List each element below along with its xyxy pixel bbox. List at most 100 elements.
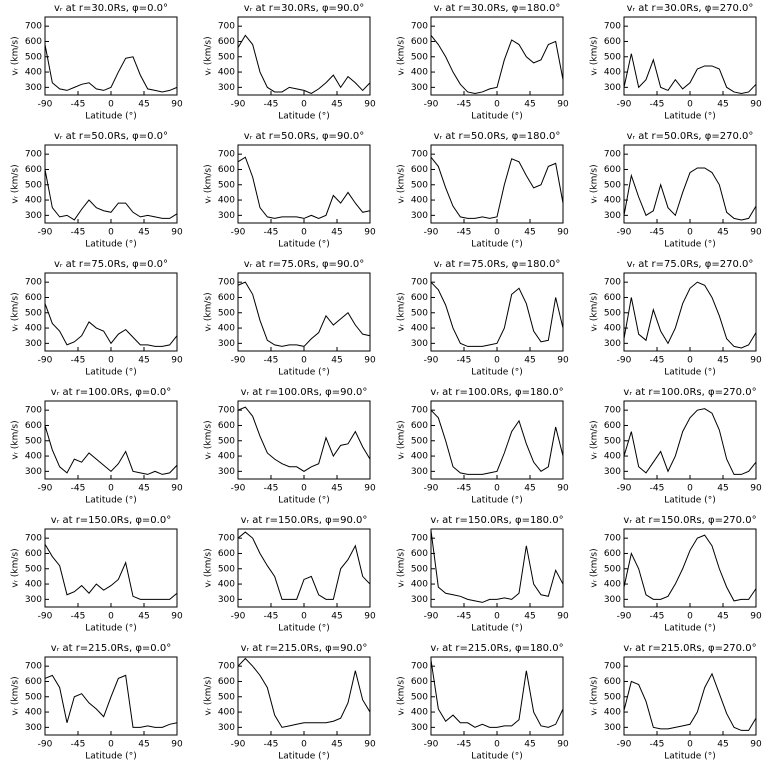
x-tick-label: -90 <box>231 356 246 366</box>
y-tick-label: 700 <box>411 278 428 288</box>
y-tick-label: 600 <box>604 293 621 303</box>
y-tick-label: 600 <box>25 677 42 687</box>
x-tick-label: -90 <box>617 612 632 622</box>
y-axis-label: vᵣ (km/s) <box>11 676 21 715</box>
x-tick-label: -45 <box>264 228 279 238</box>
x-tick-label: 0 <box>301 228 307 238</box>
x-tick-label: 0 <box>108 356 114 366</box>
x-tick-label: 90 <box>171 612 183 622</box>
x-tick-label: -45 <box>264 740 279 750</box>
y-tick-label: 500 <box>25 180 42 190</box>
chart-title: vᵣ at r=30.0Rs, φ=270.0° <box>627 3 754 14</box>
x-tick-label: 0 <box>108 612 114 622</box>
x-tick-label: 90 <box>750 356 762 366</box>
x-tick-label: 45 <box>717 740 728 750</box>
y-tick-label: 500 <box>411 564 428 574</box>
y-tick-label: 500 <box>411 308 428 318</box>
y-tick-label: 300 <box>604 211 621 221</box>
x-tick-label: 45 <box>138 484 149 494</box>
x-tick-label: 0 <box>687 612 693 622</box>
x-axis-label: Latitude (°) <box>471 496 522 506</box>
y-tick-label: 600 <box>218 293 235 303</box>
y-tick-label: 600 <box>218 549 235 559</box>
y-tick-label: 400 <box>411 68 428 78</box>
y-axis-label: vᵣ (km/s) <box>590 164 600 203</box>
data-line <box>623 281 757 349</box>
data-line <box>623 672 757 731</box>
chart-title: vᵣ at r=150.0Rs, φ=90.0° <box>241 515 368 526</box>
x-tick-label: -90 <box>424 740 439 750</box>
y-tick-label: 600 <box>25 165 42 175</box>
x-tick-label: 0 <box>494 356 500 366</box>
y-tick-label: 400 <box>218 196 235 206</box>
x-tick-label: 90 <box>750 740 762 750</box>
y-tick-label: 300 <box>411 211 428 221</box>
x-tick-label: 45 <box>717 612 728 622</box>
x-axis-label: Latitude (°) <box>85 496 136 506</box>
y-tick-label: 400 <box>604 68 621 78</box>
x-tick-label: 45 <box>138 228 149 238</box>
y-axis-label: vᵣ (km/s) <box>204 36 214 75</box>
y-tick-label: 400 <box>604 452 621 462</box>
x-tick-label: -90 <box>617 740 632 750</box>
y-tick-label: 700 <box>411 534 428 544</box>
y-tick-label: 400 <box>411 452 428 462</box>
y-axis-label: vᵣ (km/s) <box>590 292 600 331</box>
y-axis-label: vᵣ (km/s) <box>204 548 214 587</box>
x-axis-label: Latitude (°) <box>471 368 522 378</box>
x-tick-label: 90 <box>557 740 569 750</box>
y-axis-label: vᵣ (km/s) <box>590 420 600 459</box>
x-tick-label: 0 <box>494 740 500 750</box>
y-tick-label: 500 <box>25 308 42 318</box>
y-tick-label: 700 <box>604 150 621 160</box>
y-tick-label: 400 <box>218 452 235 462</box>
data-line <box>430 659 564 728</box>
x-tick-label: -90 <box>617 100 632 110</box>
chart-title: vᵣ at r=215.0Rs, φ=180.0° <box>430 643 563 654</box>
y-tick-label: 700 <box>25 278 42 288</box>
x-axis-label: Latitude (°) <box>278 496 329 506</box>
x-axis-label: Latitude (°) <box>278 624 329 634</box>
data-line <box>237 34 371 95</box>
y-tick-label: 400 <box>604 196 621 206</box>
y-tick-label: 600 <box>411 549 428 559</box>
y-axis-label: vᵣ (km/s) <box>590 676 600 715</box>
y-tick-label: 300 <box>411 83 428 93</box>
y-tick-label: 400 <box>411 324 428 334</box>
x-axis-label: Latitude (°) <box>85 240 136 250</box>
x-tick-label: 45 <box>138 356 149 366</box>
y-tick-label: 700 <box>25 662 42 672</box>
y-tick-label: 500 <box>218 692 235 702</box>
y-tick-label: 500 <box>25 692 42 702</box>
x-axis-label: Latitude (°) <box>278 240 329 250</box>
x-tick-label: 90 <box>557 484 569 494</box>
x-tick-label: 90 <box>364 100 376 110</box>
y-tick-label: 300 <box>604 723 621 733</box>
y-tick-label: 500 <box>218 308 235 318</box>
x-axis-label: Latitude (°) <box>664 112 715 122</box>
x-tick-label: -90 <box>38 228 53 238</box>
y-tick-label: 400 <box>25 580 42 590</box>
y-tick-label: 300 <box>218 211 235 221</box>
chart-title: vᵣ at r=100.0Rs, φ=0.0° <box>51 387 171 398</box>
chart-title: vᵣ at r=50.0Rs, φ=0.0° <box>54 131 168 142</box>
x-tick-label: 90 <box>750 100 762 110</box>
y-tick-label: 500 <box>25 52 42 62</box>
y-tick-label: 600 <box>604 549 621 559</box>
y-tick-label: 300 <box>218 339 235 349</box>
chart-title: vᵣ at r=50.0Rs, φ=180.0° <box>434 131 561 142</box>
y-tick-label: 600 <box>411 293 428 303</box>
x-tick-label: -90 <box>617 356 632 366</box>
y-tick-label: 500 <box>604 308 621 318</box>
y-tick-label: 400 <box>411 708 428 718</box>
y-axis-label: vᵣ (km/s) <box>397 36 407 75</box>
y-tick-label: 300 <box>411 595 428 605</box>
y-tick-label: 500 <box>411 436 428 446</box>
x-axis-label: Latitude (°) <box>278 368 329 378</box>
y-axis-label: vᵣ (km/s) <box>590 548 600 587</box>
x-tick-label: -45 <box>457 484 472 494</box>
data-line <box>430 530 564 603</box>
y-tick-label: 600 <box>218 421 235 431</box>
y-tick-label: 300 <box>25 467 42 477</box>
x-axis-label: Latitude (°) <box>471 240 522 250</box>
